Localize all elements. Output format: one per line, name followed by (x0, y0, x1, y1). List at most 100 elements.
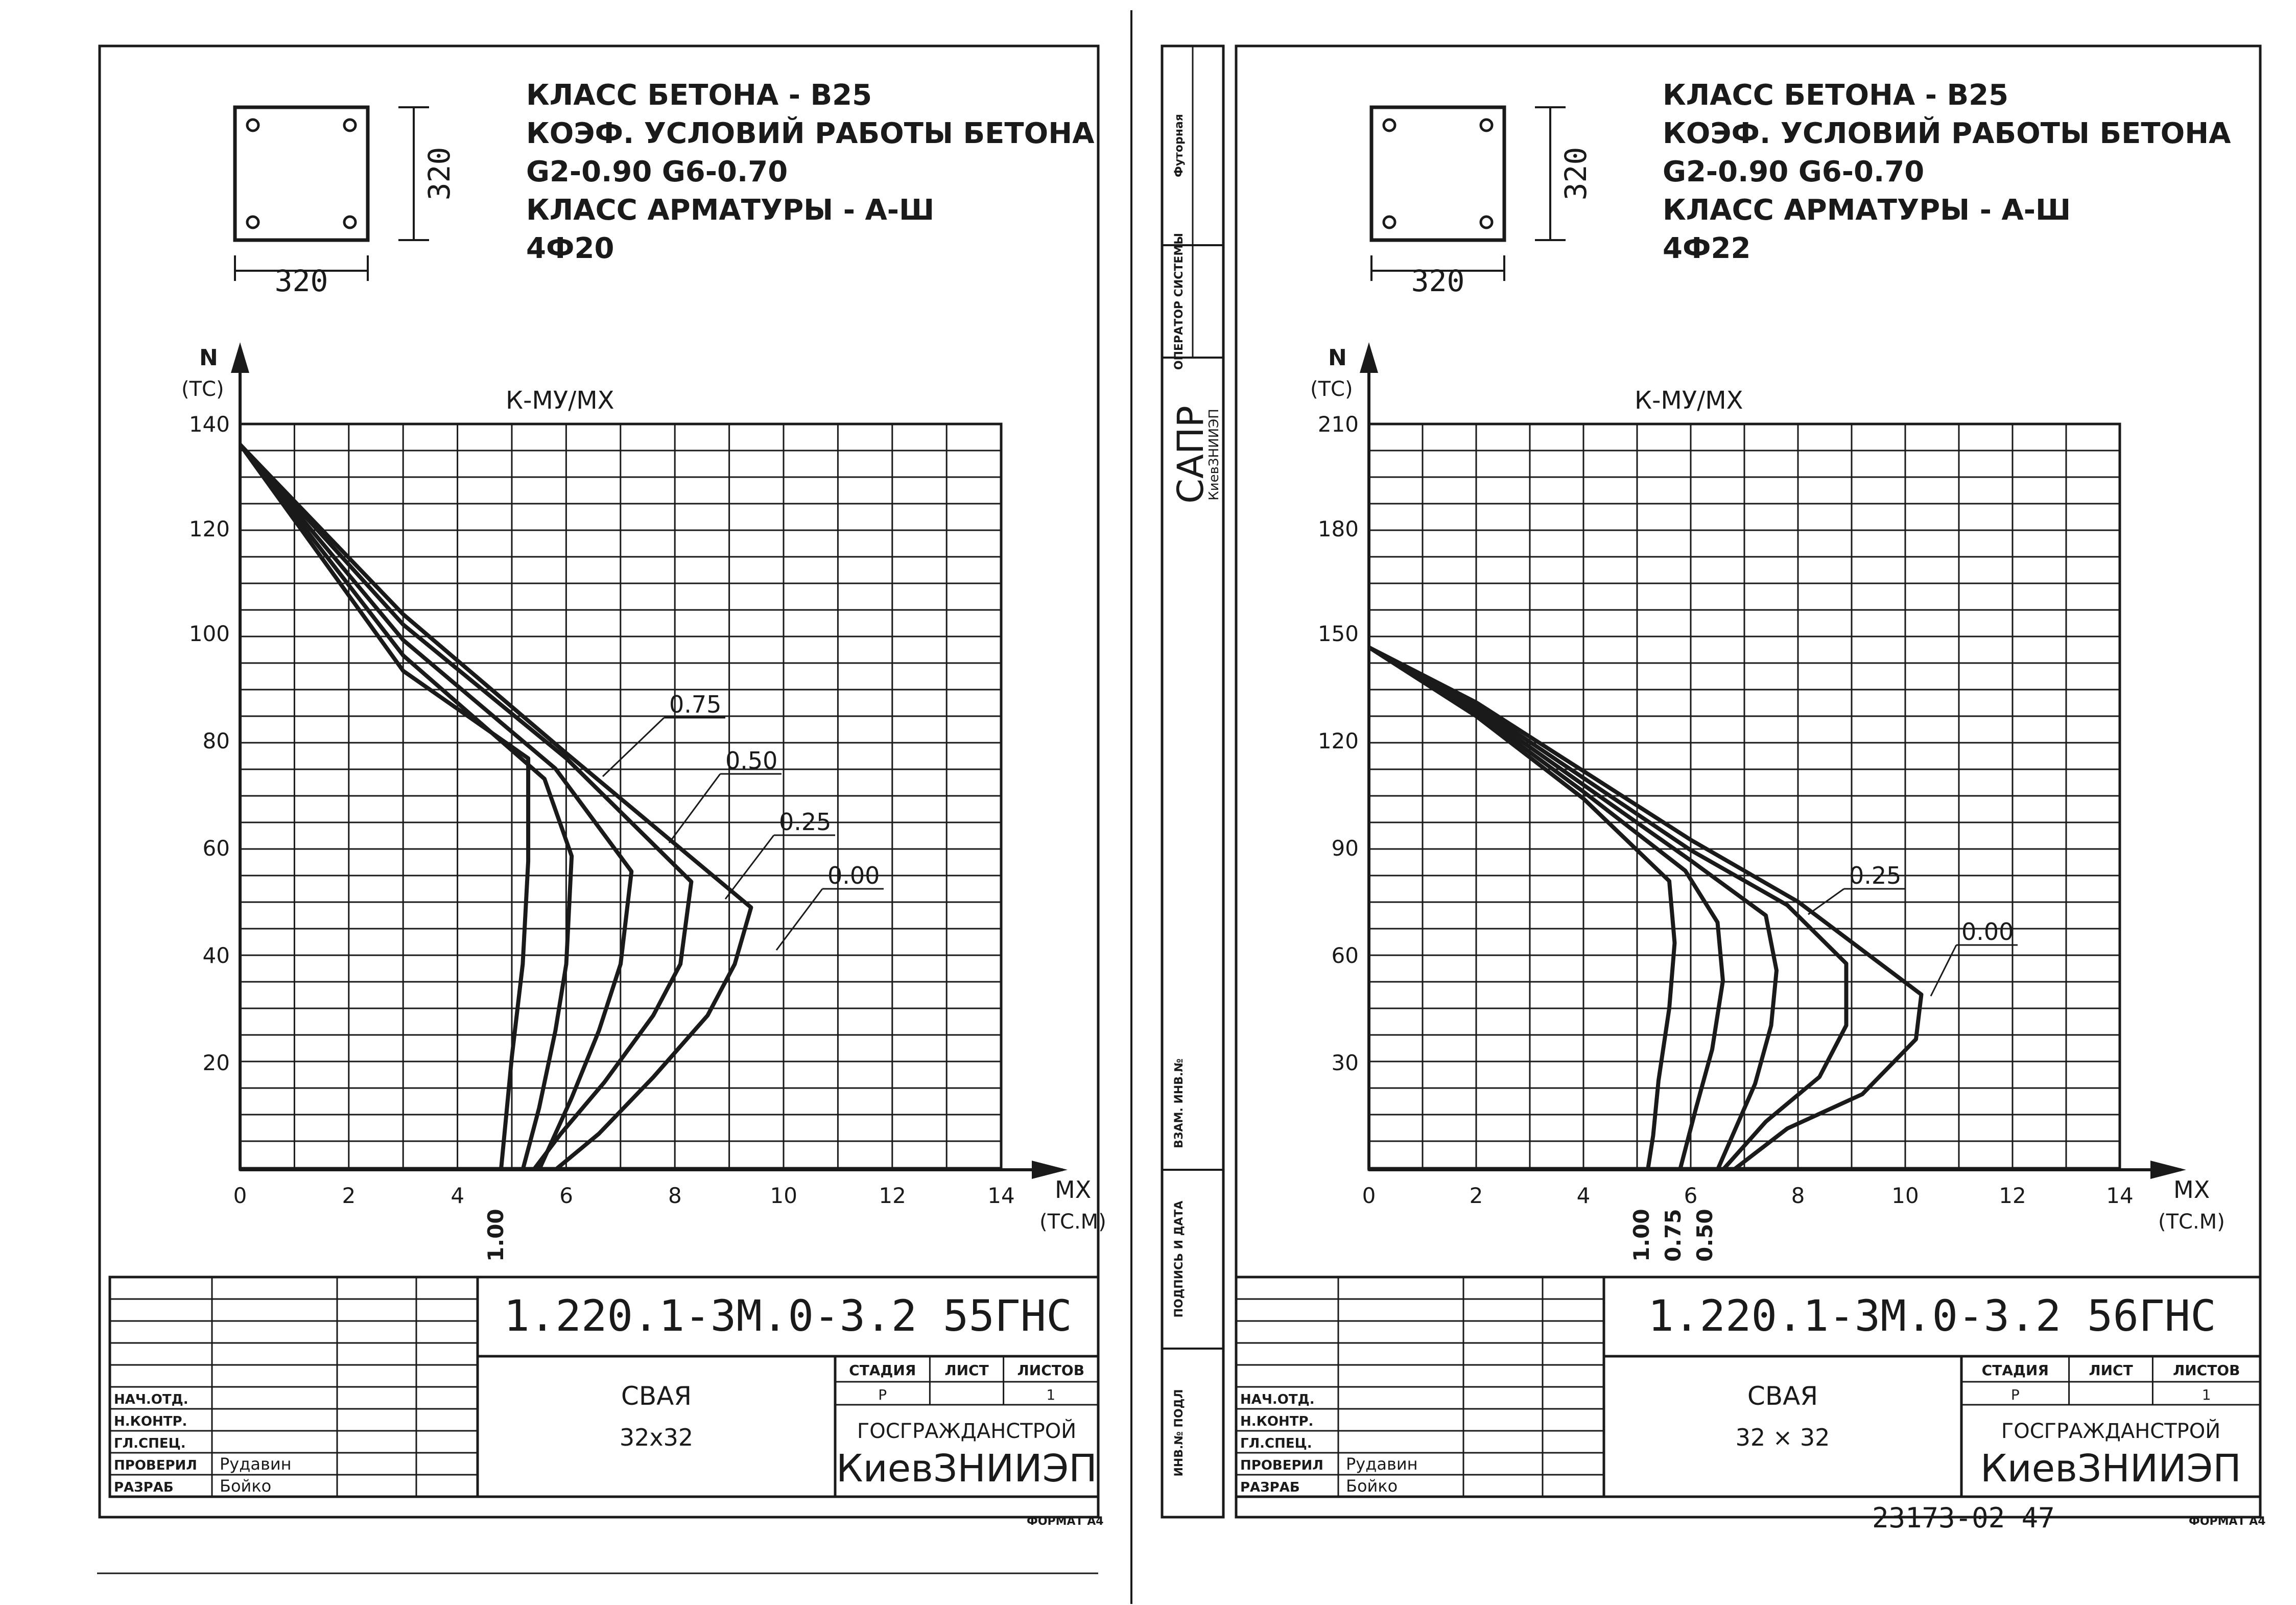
curve-label-text: 0.25 (779, 808, 831, 836)
x-tick-label: 6 (1684, 1183, 1698, 1208)
y-tick-label: 20 (203, 1050, 230, 1075)
y-tick-label: 210 (1318, 412, 1359, 437)
y-tick-label: 120 (189, 516, 230, 541)
stage-header: ЛИСТОВ (2173, 1362, 2240, 1379)
curve-label-text: 0.00 (827, 862, 880, 889)
y-axis-name: N (1328, 345, 1347, 371)
curve-label-leader (1930, 945, 1957, 997)
x-tick-label: 8 (1791, 1183, 1805, 1208)
curve-family-label: К-МУ/МХ (506, 386, 614, 415)
curve-k-1-00 (1367, 645, 1677, 1170)
section-width-label: 320 (1411, 264, 1465, 298)
spec-line-1: КЛАСС БЕТОНА - В25 (1663, 79, 2008, 112)
curve-k-0-50 (1368, 645, 1779, 1171)
rebar-1 (1382, 118, 1396, 132)
curve-label-leader (724, 835, 775, 900)
curve-family-label: К-МУ/МХ (1635, 386, 1743, 415)
drawing-code: 1.220.1-3М.0-3.2 55ГНС (504, 1291, 1072, 1341)
y-tick-label: 60 (203, 836, 230, 861)
y-tick-label: 100 (189, 621, 230, 646)
signature-role: Н.КОНТР. (114, 1414, 187, 1429)
sheet-2: 320 320 КЛАСС БЕТОНА - В25 КОЭФ. УСЛОВИЙ РА… (1235, 44, 2266, 1534)
section-height-label: 320 (1558, 147, 1593, 201)
interaction-curves (1367, 645, 1924, 1172)
signature-role: Н.КОНТР. (1240, 1414, 1313, 1429)
curve-label-0-25: 0.25 (1808, 862, 1905, 915)
y-tick-label: 120 (1318, 728, 1359, 753)
bottom-curve-label: 0.75 (1661, 1209, 1686, 1262)
rebar-1 (246, 118, 260, 132)
bottom-curve-label: 1.00 (1629, 1209, 1654, 1262)
curve-k-0-00 (239, 443, 753, 1172)
org-line-1: ГОСГРАЖДАНСТРОЙ (2001, 1419, 2220, 1443)
rebar-2 (343, 118, 357, 132)
format-label: ФОРМАТ А4 (2189, 1515, 2266, 1528)
format-label: ФОРМАТ А4 (1027, 1515, 1104, 1528)
stage-header: ЛИСТ (944, 1362, 988, 1379)
stage-header: СТАДИЯ (1982, 1362, 2049, 1379)
item-name: СВАЯ (1747, 1381, 1818, 1411)
pile-cross-section: 320 320 (1369, 105, 1593, 298)
stage-value: Р (878, 1386, 887, 1403)
rebar-3 (246, 215, 260, 229)
section-outline (1369, 105, 1506, 242)
chart-grid (1367, 422, 2121, 1171)
rebar-4 (1479, 215, 1494, 229)
side-stamp-cell-text: ОПЕРАТОР СИСТЕМЫ (1173, 233, 1186, 370)
sheet-1: 320 320 КЛАСС БЕТОНА - В25 КОЭФ. УСЛОВИЙ РА… (98, 44, 1106, 1528)
side-stamp-logo-main: САПР (1170, 406, 1212, 504)
section-width-label: 320 (275, 264, 328, 298)
side-stamp-cell-text: ПОДПИСЬ И ДАТА (1173, 1201, 1186, 1318)
spec-line-4: КЛАСС АРМАТУРЫ - А-Ш (1663, 194, 2071, 227)
y-axis-unit: (ТС) (1310, 377, 1353, 401)
archive-number: 23173-02 47 (1872, 1502, 2055, 1534)
curve-label-text: 0.75 (669, 691, 721, 718)
org-line-1: ГОСГРАЖДАНСТРОЙ (857, 1419, 1076, 1443)
y-axis-arrow (1360, 342, 1378, 373)
x-axis-name: MX (2173, 1176, 2210, 1203)
bottom-curve-label: 1.00 (483, 1209, 508, 1262)
x-tick-label: 6 (559, 1183, 573, 1208)
side-stamp-cell-text: Футорная (1173, 114, 1186, 177)
spec-line-2: КОЭФ. УСЛОВИЙ РАБОТЫ БЕТОНА (1663, 116, 2231, 150)
spec-line-3: G2-0.90 G6-0.70 (1663, 155, 1924, 188)
y-axis-arrow (231, 342, 249, 373)
org-line-2: КиевЗНИИЭП (836, 1447, 1097, 1491)
curve-k-0-25 (1368, 645, 1849, 1171)
curve-k-1-00 (238, 443, 531, 1170)
sheet-frame (1235, 44, 2262, 1519)
rebar-3 (1382, 215, 1396, 229)
signature-role: ПРОВЕРИЛ (1240, 1458, 1323, 1473)
y-tick-label: 140 (189, 412, 230, 437)
signature-role: ПРОВЕРИЛ (114, 1458, 197, 1473)
x-axis-arrow (2150, 1161, 2186, 1179)
section-height-label: 320 (422, 147, 457, 201)
x-tick-label: 2 (342, 1183, 356, 1208)
side-stamp: Футорная ОПЕРАТОР СИСТЕМЫ ВЗАМ. ИНВ.№ ПОДПИ… (1161, 44, 1225, 1519)
y-axis-unit: (ТС) (181, 377, 224, 401)
signature-name: Рудавин (1346, 1454, 1418, 1474)
x-axis-unit: (ТС.М) (2158, 1210, 2225, 1234)
curve-label-leader (775, 888, 823, 951)
stage-header: ЛИСТОВ (1017, 1362, 1084, 1379)
signature-role: НАЧ.ОТД. (114, 1392, 188, 1407)
side-stamp-logo-sub: КиевЗНИИЭП (1206, 409, 1222, 501)
title-block: НАЧ.ОТД. Н.КОНТР. ГЛ.СПЕЦ. ПРОВЕРИЛ РАЗРАБ Ру… (108, 1276, 1104, 1528)
signature-name: Рудавин (220, 1454, 292, 1474)
x-tick-label: 0 (1362, 1183, 1376, 1208)
x-tick-label: 0 (233, 1183, 247, 1208)
curve-label-text: 0.50 (725, 747, 777, 774)
curve-k-0-50 (238, 443, 634, 1171)
x-tick-label: 4 (451, 1183, 464, 1208)
spec-line-1: КЛАСС БЕТОНА - В25 (526, 79, 872, 112)
x-tick-label: 4 (1577, 1183, 1591, 1208)
x-tick-label: 14 (2106, 1183, 2133, 1208)
interaction-curves (238, 443, 753, 1172)
curve-label-leader (668, 773, 721, 843)
curve-k-0-00 (1368, 645, 1924, 1172)
section-outline (233, 105, 370, 242)
spec-line-5: 4Ф20 (526, 232, 614, 265)
axes (1360, 342, 2186, 1179)
y-tick-label: 180 (1318, 516, 1359, 541)
